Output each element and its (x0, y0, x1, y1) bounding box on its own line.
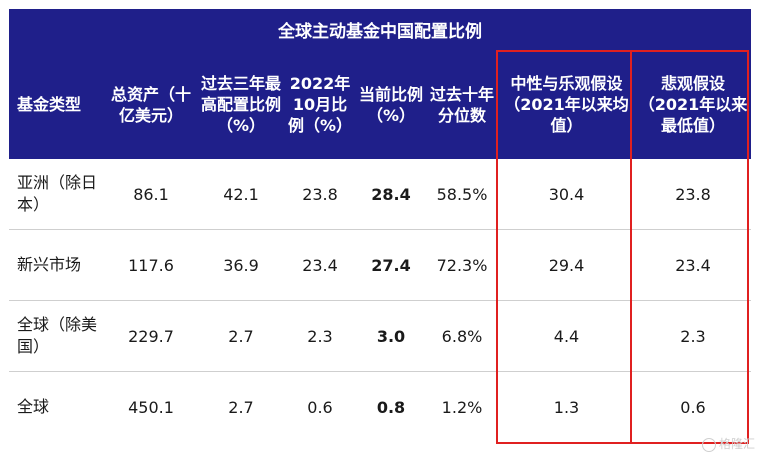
10y-percentile-cell: 6.8% (426, 300, 498, 372)
pessimistic-cell: 23.4 (635, 229, 751, 301)
pessimistic-cell: 0.6 (680, 397, 706, 417)
oct-2022-cell: 2.3 (284, 300, 356, 372)
total-assets-cell: 117.6 (104, 229, 198, 301)
3y-max-cell: 2.7 (228, 397, 254, 417)
allocation-table: 基金类型 总资产（十亿美元） 过去三年最高配置比例（%） 2022年10月比例（… (9, 50, 751, 442)
table-row: 全球（除美国） 229.7 2.7 2.3 3.0 6.8% 4.4 2.3 (9, 300, 751, 372)
3y-max-cell: 36.9 (198, 229, 284, 301)
neutral-optimistic-cell: 4.4 (498, 300, 635, 372)
pessimistic-cell: 2.3 (635, 300, 751, 372)
header-oct-2022: 2022年10月比例（%） (284, 50, 356, 159)
total-assets-cell: 229.7 (104, 300, 198, 372)
10y-percentile-cell: 58.5% (426, 159, 498, 230)
header-fund-type: 基金类型 (9, 50, 104, 159)
neutral-optimistic-cell: 30.4 (498, 159, 635, 230)
oct-2022-cell: 23.4 (284, 229, 356, 301)
neutral-optimistic-cell: 29.4 (498, 229, 635, 301)
current-cell: 3.0 (356, 300, 426, 372)
fund-type-cell: 全球（除美国） (9, 300, 104, 372)
current-cell: 28.4 (356, 159, 426, 230)
fund-type-cell: 全球 (17, 397, 50, 416)
watermark-logo-icon (701, 437, 716, 452)
header-3y-max: 过去三年最高配置比例（%） (198, 50, 284, 159)
header-pessimistic: 悲观假设（2021年以来最低值） (635, 50, 751, 159)
header-current: 当前比例（%） (356, 50, 426, 159)
current-cell: 0.8 (376, 397, 406, 417)
header-neutral-optimistic: 中性与乐观假设（2021年以来均值） (498, 50, 635, 159)
header-row: 基金类型 总资产（十亿美元） 过去三年最高配置比例（%） 2022年10月比例（… (9, 50, 751, 159)
table-title: 全球主动基金中国配置比例 (9, 9, 751, 50)
table-row: 新兴市场 117.6 36.9 23.4 27.4 72.3% 29.4 23.… (9, 229, 751, 301)
neutral-optimistic-cell: 1.3 (553, 397, 580, 417)
table-row: 亚洲（除日本） 86.1 42.1 23.8 28.4 58.5% 30.4 2… (9, 159, 751, 230)
10y-percentile-cell: 1.2% (441, 397, 483, 417)
3y-max-cell: 2.7 (198, 300, 284, 372)
oct-2022-cell: 23.8 (284, 159, 356, 230)
allocation-table-container: 全球主动基金中国配置比例 基金类型 总资产（十亿美元） 过去三年最高配置比例（%… (9, 9, 751, 442)
total-assets-cell: 450.1 (128, 397, 174, 417)
oct-2022-cell: 0.6 (307, 397, 333, 417)
pessimistic-cell: 23.8 (635, 159, 751, 230)
table-row: 全球 450.1 2.7 0.6 0.8 1.2% 1.3 0.6 (9, 372, 751, 443)
watermark-text: 格隆汇 (718, 437, 755, 451)
3y-max-cell: 42.1 (198, 159, 284, 230)
total-assets-cell: 86.1 (104, 159, 198, 230)
10y-percentile-cell: 72.3% (426, 229, 498, 301)
header-10y-percentile: 过去十年分位数 (426, 50, 498, 159)
header-total-assets: 总资产（十亿美元） (104, 50, 198, 159)
fund-type-cell: 亚洲（除日本） (9, 159, 104, 230)
current-cell: 27.4 (356, 229, 426, 301)
fund-type-cell: 新兴市场 (9, 229, 104, 301)
watermark: 格隆汇 (701, 435, 755, 452)
